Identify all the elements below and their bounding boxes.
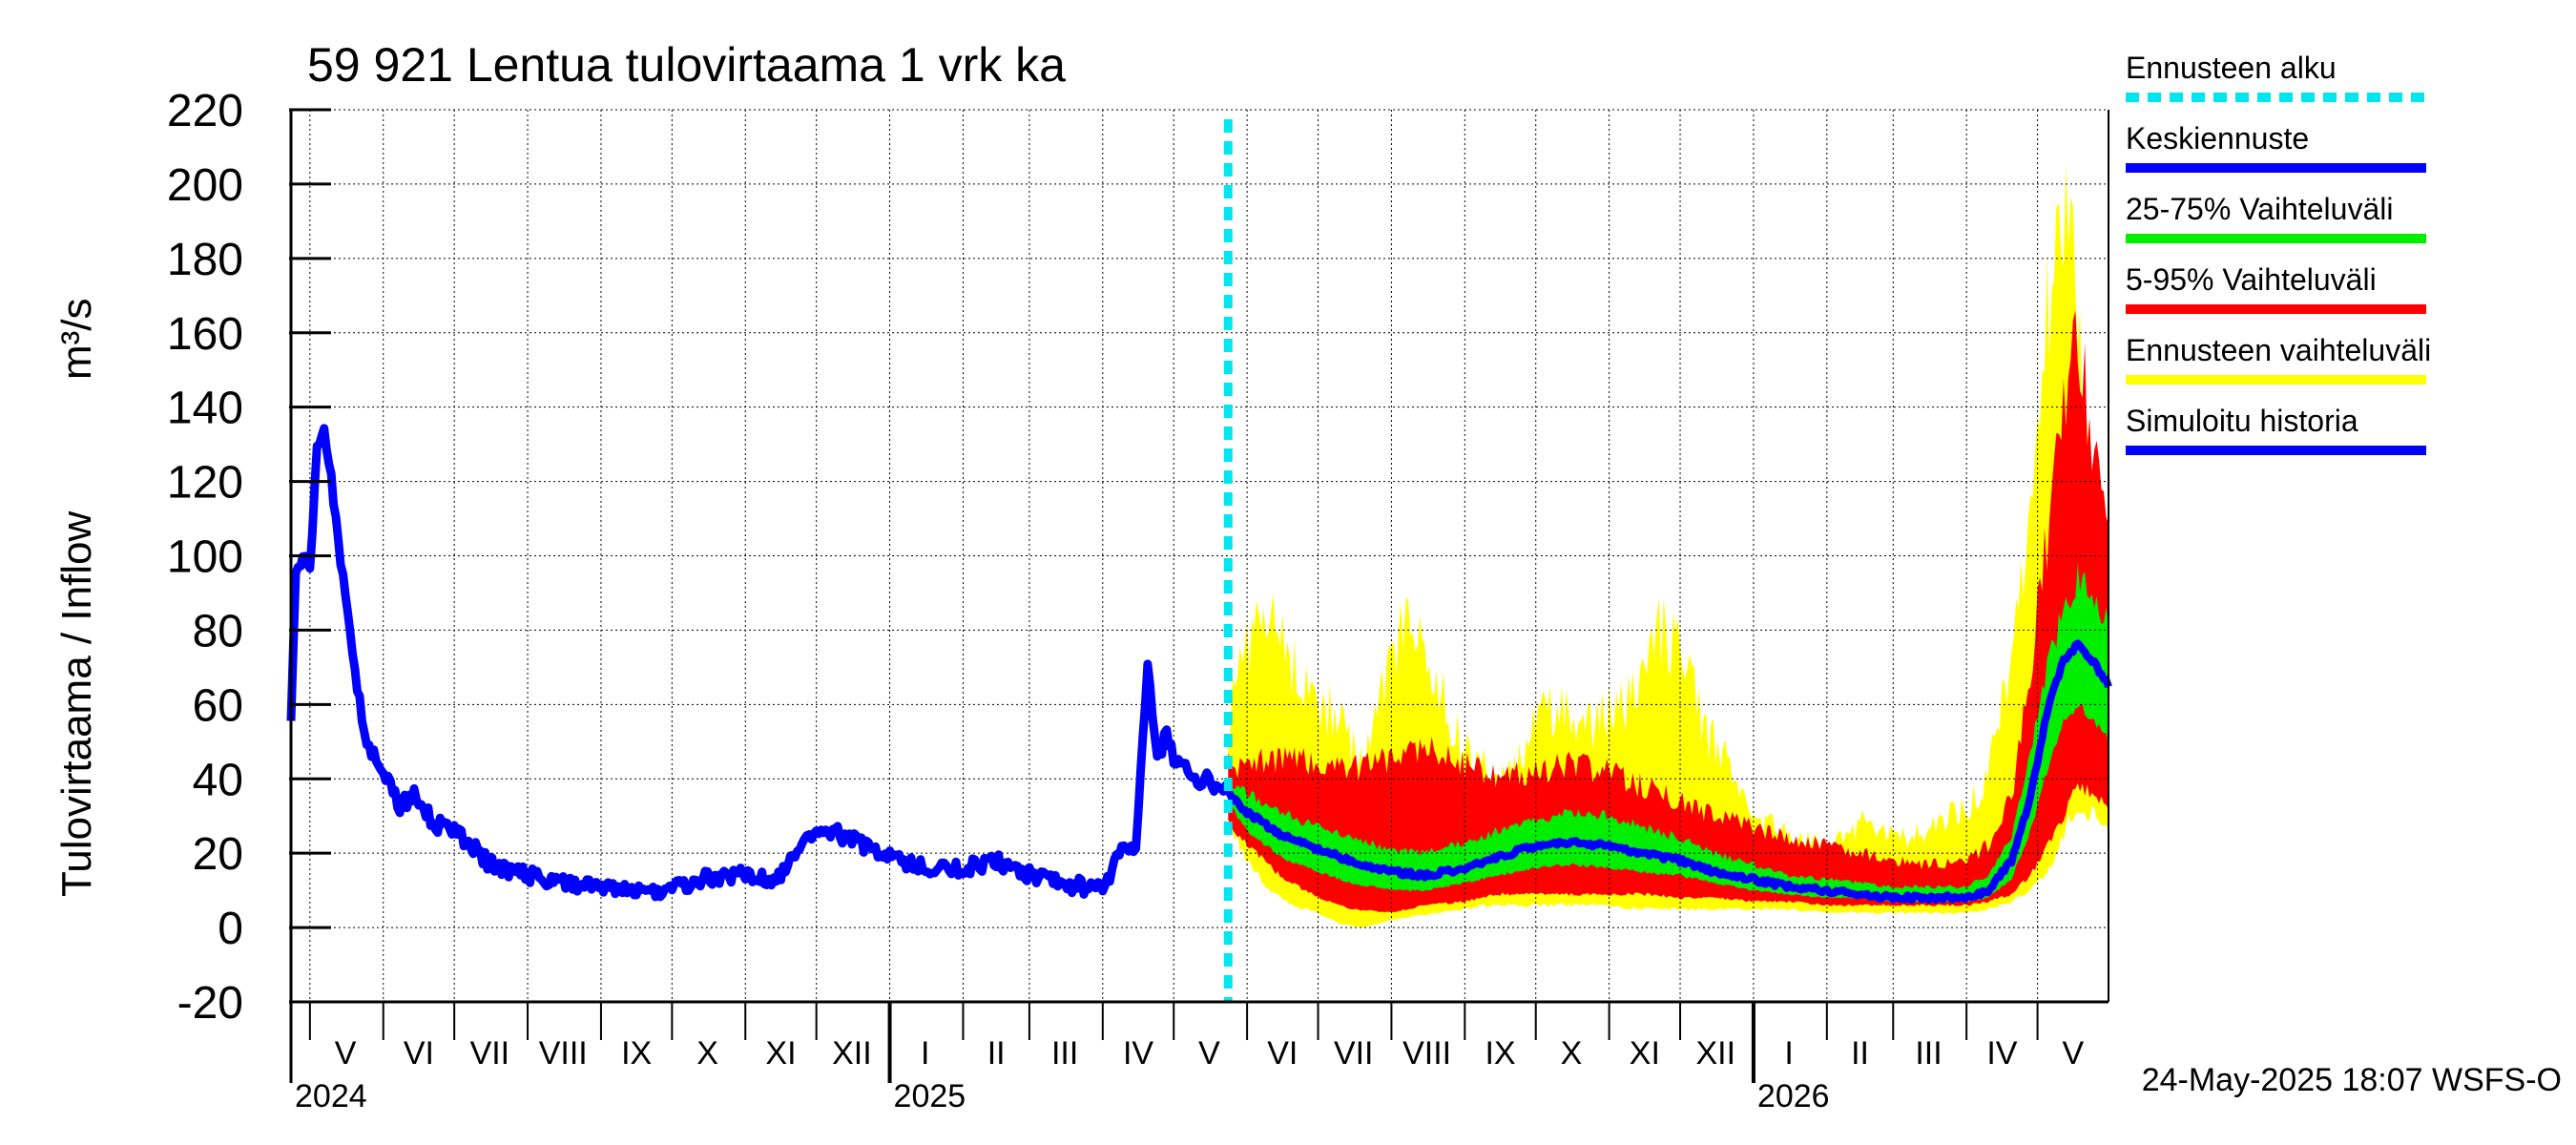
x-month-label: I bbox=[921, 1035, 929, 1072]
y-tick-label: 40 bbox=[193, 755, 243, 805]
legend-label: Ennusteen vaihteluväli bbox=[2126, 333, 2431, 367]
x-month-label: IX bbox=[1485, 1035, 1515, 1072]
x-month-label: X bbox=[696, 1035, 718, 1072]
y-tick-label: 0 bbox=[218, 904, 243, 954]
y-tick-label: 120 bbox=[167, 458, 243, 509]
x-month-label: XI bbox=[1630, 1035, 1660, 1072]
y-tick-label: 180 bbox=[167, 235, 243, 285]
legend-label: Ennusteen alku bbox=[2126, 51, 2337, 85]
x-month-label: II bbox=[987, 1035, 1006, 1072]
x-month-label: IV bbox=[1123, 1035, 1153, 1072]
x-month-label: XII bbox=[832, 1035, 872, 1072]
y-tick-label: 20 bbox=[193, 829, 243, 880]
y-tick-label: 200 bbox=[167, 160, 243, 211]
band-25-75-vaihteluv-li bbox=[1228, 563, 2109, 903]
x-month-label: VII bbox=[470, 1035, 510, 1072]
x-year-label: 2025 bbox=[894, 1078, 966, 1114]
line-simuloitu-historia bbox=[286, 424, 1233, 902]
y-tick-label: 220 bbox=[167, 86, 243, 136]
band-ennusteen-vaihteluv-li bbox=[1228, 161, 2109, 928]
legend-label: 5-95% Vaihteluväli bbox=[2126, 262, 2377, 297]
x-month-label: V bbox=[335, 1035, 357, 1072]
y-axis-unit: m³/s bbox=[53, 298, 100, 380]
x-month-label: X bbox=[1561, 1035, 1583, 1072]
x-year-label: 2026 bbox=[1757, 1078, 1830, 1114]
x-month-label: VI bbox=[1267, 1035, 1298, 1072]
y-tick-label: 140 bbox=[167, 384, 243, 434]
x-month-label: III bbox=[1915, 1035, 1942, 1072]
band-5-95-vaihteluv-li bbox=[1228, 310, 2109, 913]
x-month-label: III bbox=[1051, 1035, 1078, 1072]
x-month-label: IV bbox=[1986, 1035, 2017, 1072]
x-month-label: XI bbox=[765, 1035, 796, 1072]
legend-label: 25-75% Vaihteluväli bbox=[2126, 192, 2393, 226]
x-month-label: I bbox=[1784, 1035, 1793, 1072]
y-tick-label: 160 bbox=[167, 309, 243, 360]
uncertainty-bands bbox=[1228, 161, 2109, 928]
y-tick-label: -20 bbox=[177, 978, 243, 1029]
legend-label: Keskiennuste bbox=[2126, 121, 2309, 156]
footer-timestamp: 24-May-2025 18:07 WSFS-O bbox=[2142, 1062, 2562, 1098]
x-month-label: VI bbox=[404, 1035, 434, 1072]
y-axis-label: Tulovirtaama / Inflow bbox=[53, 510, 100, 897]
legend-label: Simuloitu historia bbox=[2126, 404, 2358, 438]
x-month-label: VII bbox=[1334, 1035, 1374, 1072]
x-month-label: VIII bbox=[539, 1035, 588, 1072]
x-month-label: V bbox=[2062, 1035, 2084, 1072]
line-keskiennuste bbox=[1225, 639, 2112, 905]
y-tick-label: 80 bbox=[193, 606, 243, 656]
x-month-label: IX bbox=[621, 1035, 652, 1072]
y-tick-label: 60 bbox=[193, 680, 243, 731]
x-month-label: XII bbox=[1695, 1035, 1735, 1072]
x-month-label: V bbox=[1198, 1035, 1220, 1072]
x-year-label: 2024 bbox=[295, 1078, 367, 1114]
x-month-label: VIII bbox=[1402, 1035, 1451, 1072]
x-month-label: II bbox=[1851, 1035, 1869, 1072]
legend: Ennusteen alku Keskiennuste 25-75% Vaihtel… bbox=[2126, 51, 2431, 455]
y-tick-label: 100 bbox=[167, 532, 243, 583]
chart-title: 59 921 Lentua tulovirtaama 1 vrk ka bbox=[307, 38, 1066, 92]
series-lines bbox=[286, 119, 2112, 1002]
